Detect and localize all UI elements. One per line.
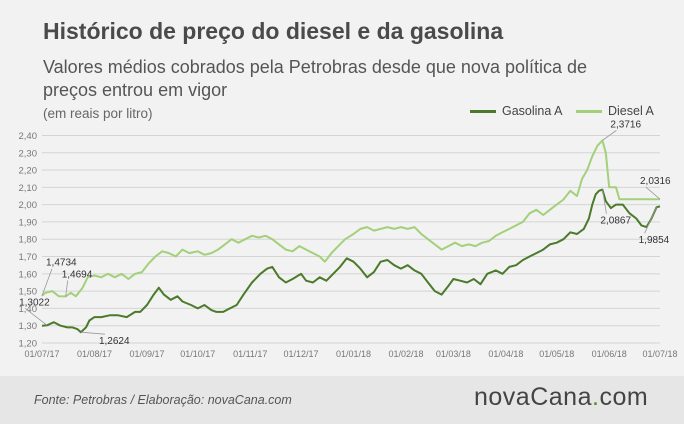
x-tick-label: 01/09/17: [129, 349, 164, 359]
x-tick-label: 01/05/18: [539, 349, 574, 359]
y-tick-label: 1,90: [19, 217, 38, 228]
annotation-leader: [602, 130, 617, 141]
y-tick-label: 1,20: [19, 339, 38, 350]
brand-tld: com: [599, 383, 649, 411]
x-tick-label: 01/02/18: [389, 349, 424, 359]
source-note: Fonte: Petrobras / Elaboração: novaCana.…: [34, 393, 292, 407]
y-tick-label: 1,40: [19, 304, 38, 315]
legend-swatch-diesel: [576, 109, 602, 113]
annotation-leader: [41, 268, 53, 296]
annotation-label: 1,4694: [62, 269, 93, 280]
y-tick-label: 2,30: [19, 148, 38, 159]
x-tick-label: 01/11/17: [233, 349, 267, 359]
annotation-leader: [645, 186, 661, 200]
annotation-leader: [65, 280, 69, 297]
unit-label: (em reais por litro): [43, 106, 153, 121]
annotation-label: 2,0867: [600, 216, 631, 227]
annotation-leader: [24, 308, 48, 326]
y-tick-label: 2,10: [19, 183, 38, 194]
y-tick-label: 2,20: [19, 166, 38, 177]
annotation-label: 1,2624: [99, 336, 130, 347]
legend-label-diesel: Diesel A: [608, 104, 654, 118]
brand-name: novaCana: [474, 383, 592, 411]
y-tick-label: 2,00: [19, 200, 38, 211]
footer-bar: [0, 376, 684, 424]
legend-item-gasolina: Gasolina A: [470, 104, 562, 118]
legend-label-gasolina: Gasolina A: [502, 104, 563, 118]
y-tick-label: 1,70: [19, 252, 38, 263]
y-tick-label: 2,40: [19, 131, 38, 142]
brand-dot: .: [591, 383, 600, 411]
series-line-diesel: [41, 139, 660, 298]
annotation-leader: [644, 206, 657, 234]
annotation-label: 2,3716: [610, 120, 641, 130]
annotation-label: 1,9854: [639, 235, 670, 246]
x-tick-label: 01/06/18: [592, 349, 627, 359]
annotation-leader: [602, 189, 607, 214]
annotation-leader: [80, 331, 105, 335]
x-tick-label: 01/08/17: [77, 349, 112, 359]
x-tick-label: 01/04/18: [488, 349, 523, 359]
brand-logo: novaCana.com: [474, 383, 648, 412]
series-line-gasolina: [41, 188, 661, 334]
x-tick-label: 01/10/17: [180, 349, 215, 359]
y-tick-label: 1,50: [19, 287, 38, 298]
x-tick-label: 01/07/18: [642, 349, 677, 359]
y-tick-label: 1,80: [19, 235, 38, 246]
chart-title: Histórico de preço do diesel e da gasoli…: [43, 18, 504, 44]
legend-item-diesel: Diesel A: [576, 104, 654, 118]
y-tick-label: 1,30: [19, 321, 38, 332]
line-chart: 1,20 1,30 1,40 1,50 1,60 1,70 1,80 1,90 2,00 2,10…: [19, 120, 678, 359]
chart-subtitle: Valores médios cobrados pela Petrobras d…: [43, 57, 588, 100]
x-tick-label: 01/01/18: [336, 349, 371, 359]
x-tick-label: 01/07/17: [24, 349, 59, 359]
x-tick-label: 01/12/17: [284, 349, 319, 359]
x-tick-label: 01/03/18: [436, 349, 471, 359]
annotation-label: 1,4734: [46, 258, 77, 269]
annotation-label: 1,3022: [19, 297, 50, 308]
legend-swatch-gasolina: [470, 109, 496, 113]
annotation-label: 2,0316: [640, 176, 671, 187]
y-tick-label: 1,60: [19, 269, 38, 280]
